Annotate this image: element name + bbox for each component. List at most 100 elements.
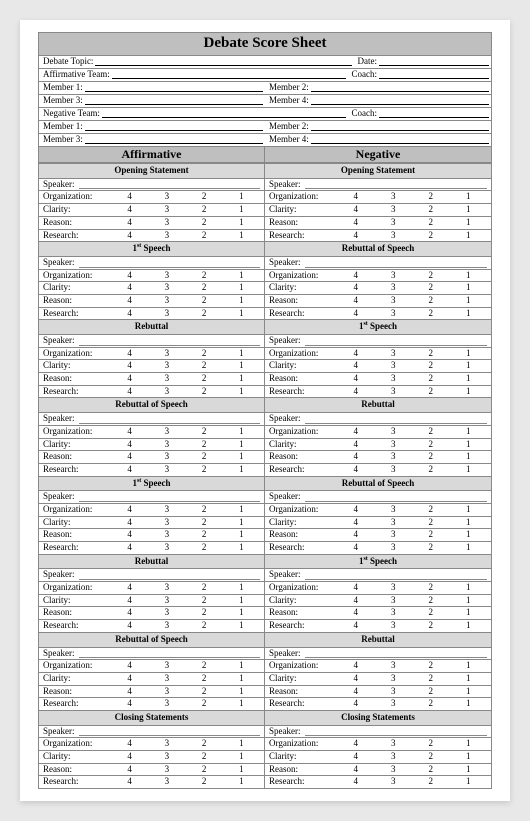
speaker-field[interactable] — [305, 571, 488, 580]
score-value[interactable]: 4 — [127, 738, 132, 750]
score-value[interactable]: 3 — [391, 348, 396, 360]
score-value[interactable]: 4 — [127, 673, 132, 685]
score-value[interactable]: 2 — [202, 517, 207, 529]
score-value[interactable]: 1 — [239, 504, 244, 516]
speaker-field[interactable] — [305, 259, 488, 268]
score-value[interactable]: 3 — [165, 217, 170, 229]
score-value[interactable]: 1 — [239, 217, 244, 229]
score-value[interactable]: 4 — [127, 386, 132, 398]
score-value[interactable]: 4 — [354, 698, 359, 710]
score-value[interactable]: 4 — [354, 660, 359, 672]
score-value[interactable]: 4 — [127, 542, 132, 554]
score-value[interactable]: 4 — [127, 308, 132, 320]
score-value[interactable]: 3 — [165, 451, 170, 463]
score-value[interactable]: 4 — [354, 542, 359, 554]
score-value[interactable]: 4 — [354, 738, 359, 750]
score-value[interactable]: 4 — [127, 660, 132, 672]
score-value[interactable]: 1 — [239, 360, 244, 372]
speaker-field[interactable] — [79, 727, 261, 736]
score-value[interactable]: 4 — [127, 360, 132, 372]
score-value[interactable]: 3 — [165, 542, 170, 554]
score-value[interactable]: 2 — [202, 191, 207, 203]
score-value[interactable]: 3 — [165, 295, 170, 307]
score-value[interactable]: 1 — [466, 282, 471, 294]
score-value[interactable]: 4 — [354, 776, 359, 788]
speaker-field[interactable] — [79, 571, 261, 580]
score-value[interactable]: 4 — [354, 595, 359, 607]
score-value[interactable]: 2 — [429, 464, 434, 476]
score-value[interactable]: 1 — [239, 595, 244, 607]
score-value[interactable]: 1 — [239, 660, 244, 672]
score-value[interactable]: 1 — [466, 386, 471, 398]
score-value[interactable]: 3 — [391, 673, 396, 685]
score-value[interactable]: 1 — [239, 191, 244, 203]
score-value[interactable]: 3 — [165, 673, 170, 685]
score-value[interactable]: 2 — [202, 529, 207, 541]
speaker-field[interactable] — [305, 180, 488, 189]
score-value[interactable]: 3 — [391, 764, 396, 776]
score-value[interactable]: 2 — [202, 204, 207, 216]
score-value[interactable]: 1 — [466, 698, 471, 710]
score-value[interactable]: 3 — [391, 426, 396, 438]
score-value[interactable]: 3 — [391, 217, 396, 229]
score-value[interactable]: 2 — [202, 686, 207, 698]
score-value[interactable]: 1 — [239, 230, 244, 242]
score-value[interactable]: 4 — [354, 426, 359, 438]
score-value[interactable]: 2 — [202, 373, 207, 385]
score-value[interactable]: 3 — [165, 204, 170, 216]
score-value[interactable]: 1 — [466, 373, 471, 385]
score-value[interactable]: 4 — [127, 776, 132, 788]
score-value[interactable]: 1 — [239, 529, 244, 541]
score-value[interactable]: 2 — [429, 282, 434, 294]
score-value[interactable]: 4 — [127, 764, 132, 776]
score-value[interactable]: 3 — [165, 686, 170, 698]
score-value[interactable]: 3 — [391, 595, 396, 607]
score-value[interactable]: 2 — [429, 439, 434, 451]
score-value[interactable]: 3 — [165, 517, 170, 529]
score-value[interactable]: 2 — [202, 386, 207, 398]
score-value[interactable]: 1 — [239, 451, 244, 463]
field-neg-m3[interactable] — [85, 134, 263, 144]
score-value[interactable]: 2 — [202, 620, 207, 632]
score-value[interactable]: 3 — [391, 660, 396, 672]
score-value[interactable]: 2 — [202, 464, 207, 476]
score-value[interactable]: 4 — [354, 230, 359, 242]
score-value[interactable]: 2 — [429, 230, 434, 242]
score-value[interactable]: 2 — [202, 360, 207, 372]
score-value[interactable]: 4 — [127, 607, 132, 619]
score-value[interactable]: 1 — [466, 464, 471, 476]
score-value[interactable]: 1 — [239, 386, 244, 398]
score-value[interactable]: 4 — [354, 517, 359, 529]
score-value[interactable]: 4 — [127, 451, 132, 463]
score-value[interactable]: 3 — [391, 698, 396, 710]
score-value[interactable]: 2 — [202, 595, 207, 607]
field-neg-m4[interactable] — [311, 134, 489, 144]
score-value[interactable]: 2 — [429, 308, 434, 320]
score-value[interactable]: 1 — [466, 360, 471, 372]
speaker-field[interactable] — [79, 493, 261, 502]
score-value[interactable]: 1 — [239, 517, 244, 529]
score-value[interactable]: 1 — [239, 308, 244, 320]
field-aff-m2[interactable] — [311, 82, 489, 92]
score-value[interactable]: 3 — [165, 582, 170, 594]
score-value[interactable]: 1 — [466, 529, 471, 541]
score-value[interactable]: 2 — [429, 542, 434, 554]
score-value[interactable]: 2 — [429, 191, 434, 203]
speaker-field[interactable] — [79, 649, 261, 658]
score-value[interactable]: 2 — [429, 386, 434, 398]
score-value[interactable]: 1 — [239, 464, 244, 476]
score-value[interactable]: 3 — [391, 607, 396, 619]
score-value[interactable]: 1 — [239, 620, 244, 632]
score-value[interactable]: 1 — [466, 582, 471, 594]
score-value[interactable]: 4 — [127, 529, 132, 541]
score-value[interactable]: 1 — [239, 776, 244, 788]
score-value[interactable]: 2 — [429, 451, 434, 463]
score-value[interactable]: 2 — [202, 776, 207, 788]
score-value[interactable]: 3 — [165, 464, 170, 476]
score-value[interactable]: 3 — [391, 464, 396, 476]
score-value[interactable]: 4 — [127, 517, 132, 529]
score-value[interactable]: 2 — [202, 295, 207, 307]
score-value[interactable]: 3 — [391, 439, 396, 451]
score-value[interactable]: 2 — [202, 348, 207, 360]
score-value[interactable]: 1 — [466, 204, 471, 216]
